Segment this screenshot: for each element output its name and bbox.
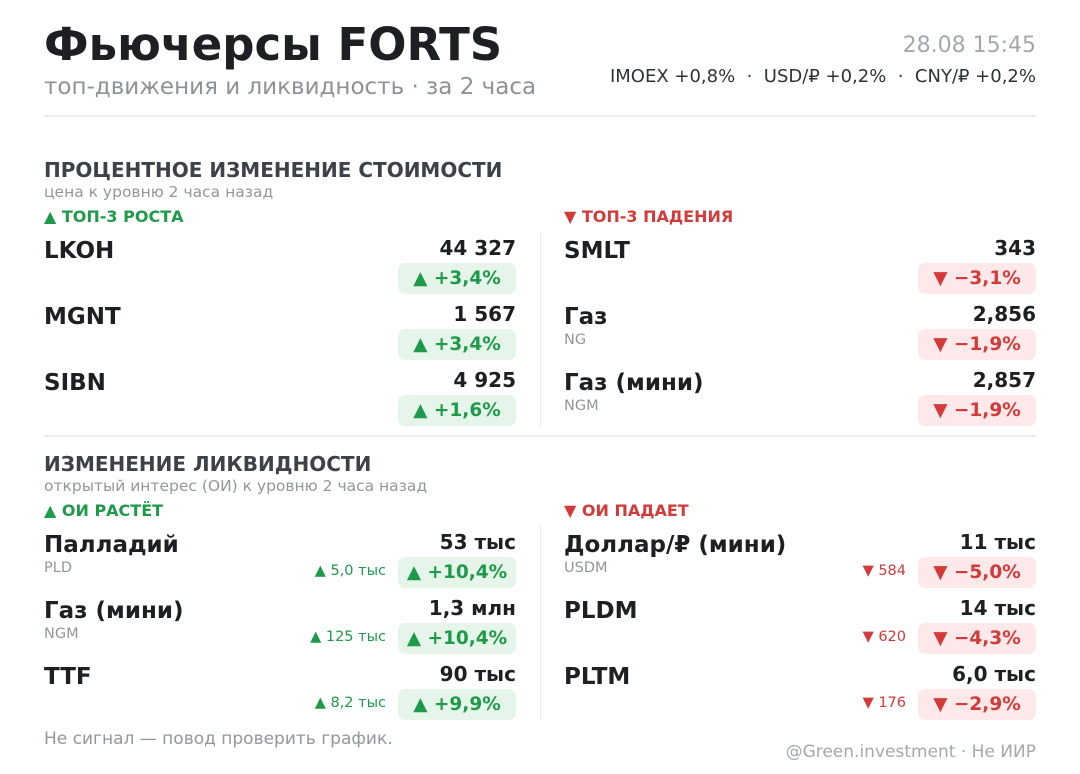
change-badge: ▼ −1,9% <box>918 329 1036 360</box>
change-badge: ▲ +3,4% <box>398 329 516 360</box>
ticker-code: NGM <box>44 626 79 642</box>
footer-note: Не сигнал — повод проверить график. <box>44 729 393 749</box>
oi-delta: ▼ 584 <box>862 563 906 579</box>
change-badge: ▲ +3,4% <box>398 263 516 294</box>
change-badge: ▼ −4,3% <box>918 623 1036 654</box>
ticker-value: 343 <box>994 236 1036 260</box>
title: Фьючерсы FORTS <box>44 18 503 71</box>
ticker-row: TTF 90 тыс ▲ 8,2 тыс ▲ +9,9% <box>44 662 516 726</box>
ticker-row: Газ (мини) NGM 1,3 млн ▲ 125 тыс ▲ +10,4% <box>44 596 516 660</box>
ticker-name: PLTM <box>564 664 631 690</box>
subtitle: топ-движения и ликвидность · за 2 часа <box>44 74 537 100</box>
datetime: 28.08 15:45 <box>902 33 1036 58</box>
ticker-name: Газ <box>564 304 608 330</box>
section-title: ПРОЦЕНТНОЕ ИЗМЕНЕНИЕ СТОИМОСТИ <box>44 158 503 182</box>
oi-delta: ▲ 5,0 тыс <box>314 563 386 579</box>
ticker-code: USDM <box>564 560 608 576</box>
ticker-name: PLDM <box>564 598 638 624</box>
ticker-row: Газ (мини) NGM 2,857 ▼ −1,9% <box>564 368 1036 432</box>
ticker-row: SIBN 4 925 ▲ +1,6% <box>44 368 516 432</box>
section-title: ИЗМЕНЕНИЕ ЛИКВИДНОСТИ <box>44 452 372 476</box>
divider <box>44 435 1036 437</box>
ticker-name: TTF <box>44 664 92 690</box>
ticker-row: Доллар/₽ (мини) USDM 11 тыс ▼ 584 ▼ −5,0% <box>564 530 1036 594</box>
change-badge: ▲ +9,9% <box>398 689 516 720</box>
column-divider <box>540 232 541 426</box>
ticker-row: SMLT 343 ▼ −3,1% <box>564 236 1036 300</box>
oi-delta: ▲ 125 тыс <box>310 629 386 645</box>
ticker-value: 44 327 <box>439 236 516 260</box>
change-badge: ▼ −2,9% <box>918 689 1036 720</box>
ticker-name: LKOH <box>44 238 115 264</box>
column-label: ▲ ОИ РАСТЁТ <box>44 501 164 520</box>
change-badge: ▲ +10,4% <box>398 557 516 588</box>
ticker-row: PLTM 6,0 тыс ▼ 176 ▼ −2,9% <box>564 662 1036 726</box>
change-badge: ▼ −3,1% <box>918 263 1036 294</box>
ticker-value: 14 тыс <box>959 596 1036 620</box>
ticker-value: 2,857 <box>972 368 1036 392</box>
ticker-name: MGNT <box>44 304 121 330</box>
ticker-name: Доллар/₽ (мини) <box>564 532 787 558</box>
column-divider <box>540 526 541 720</box>
ticker-name: SMLT <box>564 238 630 264</box>
ticker-value: 1 567 <box>453 302 516 326</box>
change-badge: ▼ −5,0% <box>918 557 1036 588</box>
ticker-row: Газ NG 2,856 ▼ −1,9% <box>564 302 1036 366</box>
section-subtitle: открытый интерес (ОИ) к уровню 2 часа на… <box>44 477 428 495</box>
ticker-code: NG <box>564 332 587 348</box>
ticker-row: PLDM 14 тыс ▼ 620 ▼ −4,3% <box>564 596 1036 660</box>
ticker-value: 11 тыс <box>959 530 1036 554</box>
ticker-row: LKOH 44 327 ▲ +3,4% <box>44 236 516 300</box>
column-label: ▼ ОИ ПАДАЕТ <box>564 501 689 520</box>
ticker-value: 6,0 тыс <box>952 662 1036 686</box>
change-badge: ▲ +1,6% <box>398 395 516 426</box>
ticker-value: 4 925 <box>453 368 516 392</box>
footer-credit: @Green.investment · Не ИИР <box>785 742 1036 762</box>
oi-delta: ▼ 176 <box>862 695 906 711</box>
ticker-name: Газ (мини) <box>44 598 184 624</box>
change-badge: ▼ −1,9% <box>918 395 1036 426</box>
ticker-value: 2,856 <box>972 302 1036 326</box>
column-label: ▲ ТОП-3 РОСТА <box>44 207 184 226</box>
section-subtitle: цена к уровню 2 часа назад <box>44 183 274 201</box>
ticker-value: 1,3 млн <box>428 596 516 620</box>
column-label: ▼ ТОП-3 ПАДЕНИЯ <box>564 207 734 226</box>
ticker-code: NGM <box>564 398 599 414</box>
ticker-name: Газ (мини) <box>564 370 704 396</box>
ticker-name: Палладий <box>44 532 179 558</box>
ticker-value: 90 тыс <box>439 662 516 686</box>
ticker-row: Палладий PLD 53 тыс ▲ 5,0 тыс ▲ +10,4% <box>44 530 516 594</box>
divider <box>44 115 1036 117</box>
oi-delta: ▼ 620 <box>862 629 906 645</box>
ticker-name: SIBN <box>44 370 106 396</box>
change-badge: ▲ +10,4% <box>398 623 516 654</box>
oi-delta: ▲ 8,2 тыс <box>314 695 386 711</box>
market-summary: IMOEX +0,8% · USD/₽ +0,2% · CNY/₽ +0,2% <box>609 66 1036 87</box>
ticker-code: PLD <box>44 560 72 576</box>
ticker-value: 53 тыс <box>439 530 516 554</box>
ticker-row: MGNT 1 567 ▲ +3,4% <box>44 302 516 366</box>
